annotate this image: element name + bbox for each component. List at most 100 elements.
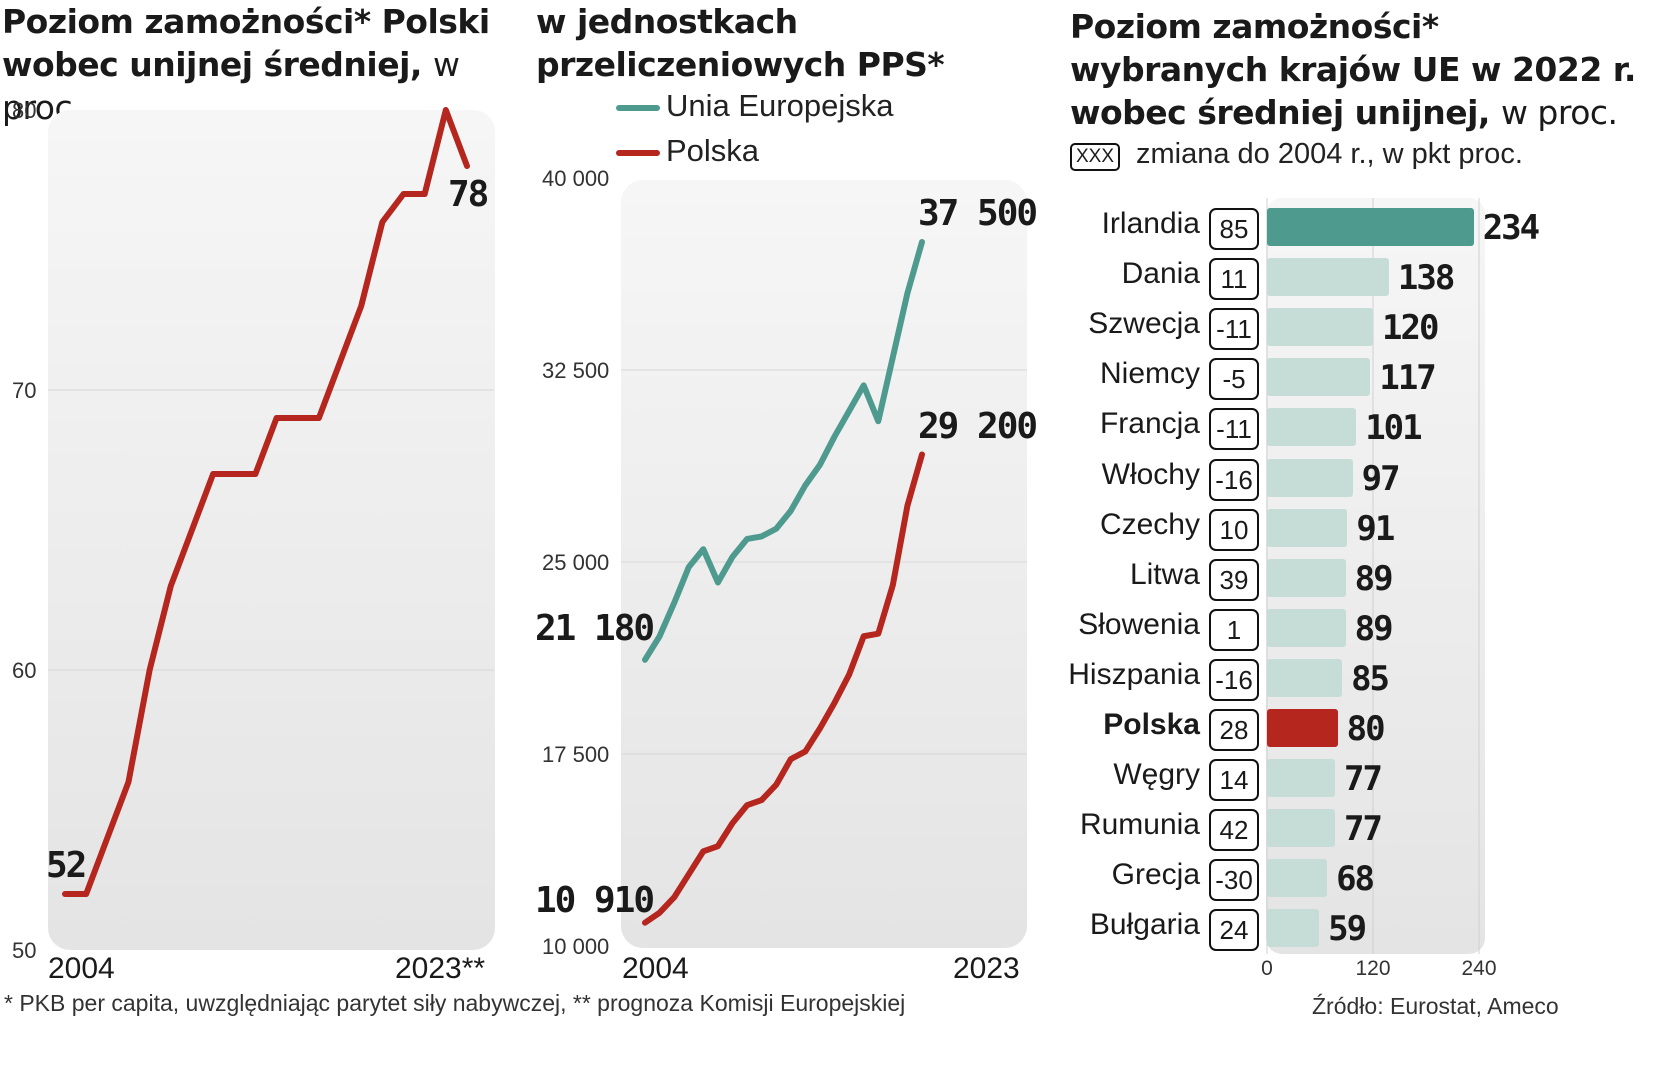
bar-country-label: Węgry	[1113, 758, 1200, 792]
panel3-title: Poziom zamożności* wybranych krajów UE w…	[1070, 5, 1650, 134]
bar-value-label: 101	[1365, 408, 1422, 449]
bar-country-label: Hiszpania	[1068, 657, 1200, 691]
panel1-y-tick: 60	[12, 658, 36, 683]
legend-pl-label: Polska	[666, 133, 760, 168]
panel2-pl-start-label: 10 910	[535, 880, 655, 921]
legend-eu-swatch	[616, 105, 660, 111]
panel2-eu-start-label: 21 180	[535, 608, 655, 649]
bar-value-label: 117	[1379, 358, 1436, 399]
bar-change-box: 1	[1209, 608, 1259, 651]
bar	[1267, 258, 1389, 297]
bar-country-label: Polska	[1103, 708, 1200, 741]
bar-change-box: -30	[1209, 859, 1259, 902]
panel3-title-line1: Poziom zamożności*	[1070, 7, 1439, 46]
bar-country-label: Litwa	[1129, 557, 1200, 591]
panel1-y-tick: 80	[12, 98, 36, 123]
bar	[1267, 759, 1336, 798]
panel1-y-tick: 50	[12, 938, 36, 963]
panel2-y-tick: 40 000	[542, 166, 609, 191]
panel1-start-label: 52	[46, 845, 87, 886]
bar	[1267, 458, 1353, 497]
bar	[1267, 859, 1328, 898]
panel3-x-tick: 240	[1461, 957, 1496, 980]
bar-change-box: 39	[1209, 558, 1259, 601]
panel1-plot-background	[48, 110, 495, 950]
panel1-title-bold: wobec unijnej średniej,	[2, 45, 422, 84]
bar-value-label: 68	[1336, 859, 1375, 900]
panel3-title-bold: wobec średniej unijnej,	[1070, 93, 1490, 132]
panel2-series-polska	[642, 451, 925, 926]
bar	[1267, 909, 1320, 948]
bar	[1267, 508, 1348, 547]
bar-country-label: Dania	[1121, 257, 1200, 291]
panel2-y-tick: 17 500	[542, 742, 609, 767]
bar-country-label: Słowenia	[1078, 607, 1200, 641]
bar-change-box: 42	[1209, 809, 1259, 852]
panel2-series-eu	[642, 239, 925, 663]
footnote: * PKB per capita, uwzględniając parytet …	[4, 990, 906, 1016]
bar-country-label: Rumunia	[1079, 808, 1200, 842]
bar-country-label: Szwecja	[1088, 307, 1200, 341]
bar-value-label: 77	[1344, 809, 1383, 850]
bar-change-box: 14	[1209, 759, 1259, 802]
bar-value-label: 89	[1354, 558, 1394, 599]
panel2-x-end: 2023	[953, 952, 1020, 985]
bar-change-box: -16	[1209, 458, 1259, 501]
panel1-x-end: 2023**	[395, 952, 486, 985]
bar-country-label: Irlandia	[1101, 207, 1200, 240]
bar-change-box: 10	[1209, 508, 1259, 551]
panel3-x-tick: 0	[1261, 957, 1273, 980]
bar-country-label: Włochy	[1101, 457, 1200, 491]
bar-value-label: 91	[1356, 508, 1395, 549]
panel1-x-start: 2004	[48, 952, 115, 985]
bar-change-box: -11	[1209, 308, 1259, 351]
panel1-title-line1: Poziom zamożności* Polski	[2, 2, 490, 41]
change-legend-box: XXX	[1070, 143, 1120, 171]
bar-value-label: 85	[1351, 658, 1390, 699]
bar-country-label: Bułgaria	[1089, 908, 1200, 942]
legend-eu-label: Unia Europejska	[666, 88, 894, 123]
bar-change-box: 24	[1209, 909, 1259, 952]
bar-value-label: 234	[1482, 208, 1540, 248]
panel2-title: w jednostkach przeliczeniowych PPS*	[536, 0, 1016, 86]
bar	[1267, 358, 1371, 397]
panel3-x-tick: 120	[1355, 957, 1390, 980]
bar-value-label: 138	[1397, 258, 1455, 299]
bar-change-box: -11	[1209, 408, 1259, 451]
bar-country-label: Francja	[1099, 407, 1200, 441]
bar	[1267, 208, 1474, 246]
panel2-title-line1: w jednostkach	[536, 2, 798, 41]
bar-change-box: -16	[1209, 658, 1259, 701]
panel1-y-tick: 70	[12, 378, 36, 403]
bar-change-box: 28	[1209, 709, 1259, 751]
bar-value-label: 89	[1354, 608, 1394, 649]
source: Źródło: Eurostat, Ameco	[1312, 993, 1559, 1019]
bar-change-box: -5	[1209, 358, 1259, 401]
panel3-axis: 0 120 240	[1261, 198, 1497, 980]
bar-change-box: 11	[1209, 258, 1259, 301]
bar	[1267, 709, 1338, 747]
bar-change-box: 85	[1209, 208, 1259, 250]
bar	[1267, 658, 1343, 697]
panel2-eu-end-label: 37 500	[918, 193, 1038, 234]
bar	[1267, 608, 1346, 647]
panel3-title-unit: w proc.	[1500, 93, 1618, 132]
bar-country-label: Niemcy	[1099, 357, 1200, 391]
bar-value-label: 97	[1361, 458, 1401, 499]
panel2-chart: 10 000 17 500 25 000 32 500 40 000	[542, 166, 1027, 959]
legend-pl-swatch	[616, 150, 660, 156]
bar-country-label: Grecja	[1111, 858, 1200, 892]
panel2-y-tick: 10 000	[542, 934, 609, 959]
bar	[1267, 558, 1346, 597]
panel2-x-start: 2004	[622, 952, 689, 985]
bar-value-label: 77	[1344, 759, 1383, 800]
bar	[1267, 308, 1373, 347]
panel1-series-polska	[62, 107, 470, 897]
bar-value-label: 59	[1328, 909, 1367, 950]
bar	[1267, 809, 1336, 848]
panel2-y-tick: 32 500	[542, 358, 609, 383]
panel3-title-line2: wybranych krajów UE w 2022 r.	[1070, 50, 1636, 89]
bar	[1267, 408, 1357, 447]
bar-value-label: 120	[1382, 308, 1439, 349]
bar-country-label: Czechy	[1099, 507, 1200, 541]
